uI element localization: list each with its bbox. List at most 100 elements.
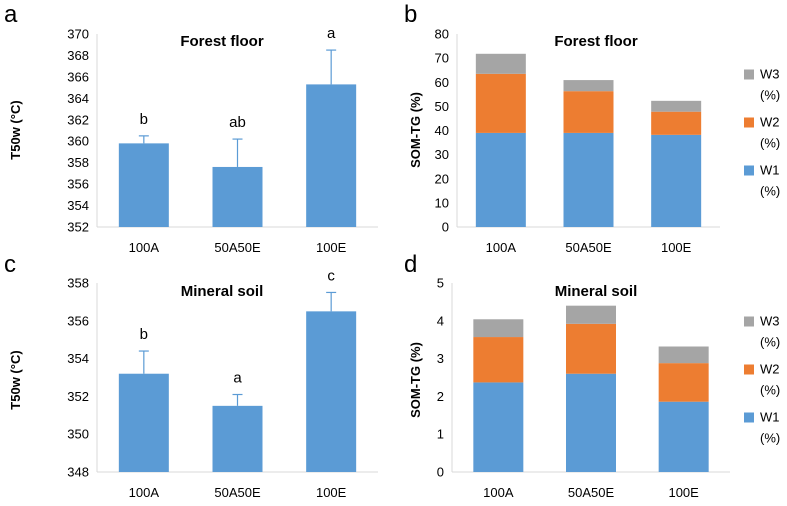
panel-label: d <box>404 251 417 278</box>
panel-label: c <box>4 251 16 278</box>
bar <box>118 143 169 227</box>
y-tick-label: 356 <box>67 313 89 328</box>
x-tick-label: 100E <box>316 240 347 255</box>
y-tick-label: 20 <box>435 171 449 186</box>
x-tick-label: 100A <box>486 240 517 255</box>
panel-label: a <box>4 1 18 28</box>
bar <box>118 373 169 472</box>
legend-swatch <box>744 117 754 128</box>
bar-segment-w3 <box>658 346 709 364</box>
y-tick-label: 5 <box>437 276 444 291</box>
bar-segment-w1 <box>566 373 616 472</box>
bar-segment-w2 <box>566 323 616 374</box>
y-tick-label: 352 <box>67 220 89 235</box>
y-tick-label: 356 <box>67 177 89 192</box>
x-tick-label: 50A50E <box>565 240 612 255</box>
legend-swatch <box>744 412 754 423</box>
bar-segment-w1 <box>475 132 526 227</box>
chart-title: Forest floor <box>180 33 263 50</box>
y-tick-label: 0 <box>437 465 444 480</box>
y-axis-label: SOM-TG (%) <box>408 342 423 418</box>
y-tick-label: 60 <box>435 75 449 90</box>
chart-title: Forest floor <box>554 33 637 50</box>
legend-swatch <box>744 316 754 327</box>
y-tick-label: 350 <box>67 427 89 442</box>
bar-segment-w2 <box>658 363 709 402</box>
legend-label: W2 <box>760 115 780 130</box>
bar <box>212 166 263 227</box>
legend-swatch <box>744 165 754 176</box>
bar-segment-w3 <box>651 100 702 112</box>
bar-segment-w3 <box>566 305 616 324</box>
y-tick-label: 0 <box>442 220 449 235</box>
bar-segment-w3 <box>475 53 526 74</box>
legend-swatch <box>744 364 754 375</box>
bar-segment-w1 <box>473 382 524 472</box>
bar-segment-w1 <box>563 132 614 227</box>
y-tick-label: 360 <box>67 134 89 149</box>
y-tick-label: 358 <box>67 155 89 170</box>
bar <box>306 84 357 228</box>
y-tick-label: 352 <box>67 389 89 404</box>
y-tick-label: 70 <box>435 51 449 66</box>
y-tick-label: 4 <box>437 313 444 328</box>
bar-segment-w2 <box>563 91 614 133</box>
x-tick-label: 100E <box>661 240 692 255</box>
significance-label: a <box>233 370 242 387</box>
y-tick-label: 348 <box>67 465 89 480</box>
legend-label-unit: (%) <box>760 184 780 199</box>
legend-label: W3 <box>760 67 780 82</box>
legend-label: W2 <box>760 362 780 377</box>
y-tick-label: 40 <box>435 123 449 138</box>
legend-label-unit: (%) <box>760 335 780 350</box>
legend-label-unit: (%) <box>760 88 780 103</box>
y-tick-label: 2 <box>437 389 444 404</box>
bar-segment-w1 <box>651 134 702 227</box>
legend-label: W1 <box>760 163 780 178</box>
y-tick-label: 370 <box>67 27 89 42</box>
bar-segment-w3 <box>563 80 614 92</box>
significance-label: b <box>140 111 148 128</box>
x-tick-label: 100A <box>129 240 160 255</box>
legend-label-unit: (%) <box>760 136 780 151</box>
significance-label: a <box>327 25 336 42</box>
legend-label-unit: (%) <box>760 431 780 446</box>
x-tick-label: 50A50E <box>214 240 261 255</box>
legend-label: W1 <box>760 410 780 425</box>
panel-label: b <box>404 1 417 28</box>
y-tick-label: 80 <box>435 27 449 42</box>
y-tick-label: 10 <box>435 195 449 210</box>
x-tick-label: 100E <box>316 485 347 500</box>
legend-label: W3 <box>760 314 780 329</box>
bar-segment-w1 <box>658 401 709 472</box>
bar <box>306 311 357 472</box>
legend-swatch <box>744 69 754 80</box>
y-tick-label: 50 <box>435 99 449 114</box>
bar <box>212 405 263 472</box>
y-axis-label: T50w (°C) <box>8 100 23 159</box>
y-tick-label: 362 <box>67 112 89 127</box>
y-tick-label: 3 <box>437 351 444 366</box>
y-tick-label: 354 <box>67 198 89 213</box>
significance-label: b <box>140 326 148 343</box>
y-tick-label: 1 <box>437 427 444 442</box>
y-tick-label: 364 <box>67 91 89 106</box>
y-tick-label: 368 <box>67 48 89 63</box>
significance-label: c <box>327 267 335 284</box>
y-tick-label: 354 <box>67 351 89 366</box>
bar-segment-w2 <box>473 337 524 383</box>
significance-label: ab <box>229 114 246 131</box>
x-tick-label: 100A <box>483 485 514 500</box>
x-tick-label: 50A50E <box>214 485 261 500</box>
y-axis-label: T50w (°C) <box>8 350 23 409</box>
y-tick-label: 30 <box>435 147 449 162</box>
x-tick-label: 100A <box>129 485 160 500</box>
x-tick-label: 100E <box>668 485 699 500</box>
y-tick-label: 358 <box>67 276 89 291</box>
legend-label-unit: (%) <box>760 383 780 398</box>
y-tick-label: 366 <box>67 69 89 84</box>
y-axis-label: SOM-TG (%) <box>408 92 423 168</box>
x-tick-label: 50A50E <box>568 485 615 500</box>
bar-segment-w3 <box>473 319 524 338</box>
chart-title: Mineral soil <box>181 283 264 300</box>
